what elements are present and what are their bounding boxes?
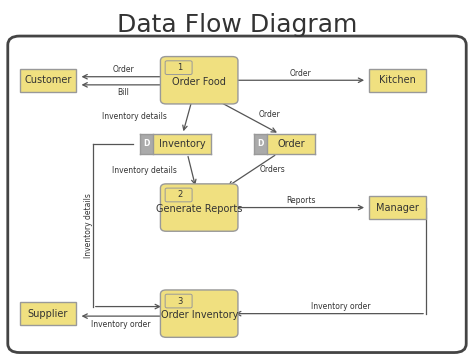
Bar xyxy=(267,134,315,154)
Text: Inventory details: Inventory details xyxy=(102,112,167,121)
Text: 3: 3 xyxy=(177,296,182,306)
Text: Inventory: Inventory xyxy=(159,139,206,149)
Text: D: D xyxy=(144,140,150,148)
FancyBboxPatch shape xyxy=(160,56,238,104)
FancyBboxPatch shape xyxy=(8,36,466,353)
Text: Inventory order: Inventory order xyxy=(311,302,371,311)
Text: Data Flow Diagram: Data Flow Diagram xyxy=(117,13,357,37)
Text: Order Food: Order Food xyxy=(172,77,226,87)
Bar xyxy=(254,134,267,154)
Text: Inventory details: Inventory details xyxy=(112,166,177,175)
Bar xyxy=(19,302,76,325)
Text: Order: Order xyxy=(277,139,305,149)
Text: 1: 1 xyxy=(177,63,182,72)
Text: Order: Order xyxy=(258,110,280,119)
Text: Reports: Reports xyxy=(286,196,316,205)
FancyBboxPatch shape xyxy=(165,294,192,308)
Text: 2: 2 xyxy=(177,191,182,200)
Text: Order: Order xyxy=(113,65,135,74)
Text: Order Inventory: Order Inventory xyxy=(161,310,238,321)
Bar xyxy=(154,134,211,154)
FancyBboxPatch shape xyxy=(165,61,192,75)
Text: Order: Order xyxy=(290,69,312,78)
Text: Supplier: Supplier xyxy=(28,308,68,319)
Text: Generate Reports: Generate Reports xyxy=(156,204,242,214)
Text: Kitchen: Kitchen xyxy=(379,75,416,85)
Bar xyxy=(369,69,426,92)
Text: Bill: Bill xyxy=(118,88,129,97)
FancyBboxPatch shape xyxy=(160,290,238,337)
Text: D: D xyxy=(257,140,264,148)
Text: Orders: Orders xyxy=(260,165,285,174)
Bar xyxy=(19,69,76,92)
Text: Customer: Customer xyxy=(24,75,72,85)
Text: Inventory details: Inventory details xyxy=(83,193,92,258)
Bar xyxy=(369,196,426,219)
Text: Inventory order: Inventory order xyxy=(91,320,151,329)
Text: Manager: Manager xyxy=(376,203,419,213)
FancyBboxPatch shape xyxy=(165,188,192,202)
FancyBboxPatch shape xyxy=(160,184,238,231)
Bar xyxy=(140,134,154,154)
